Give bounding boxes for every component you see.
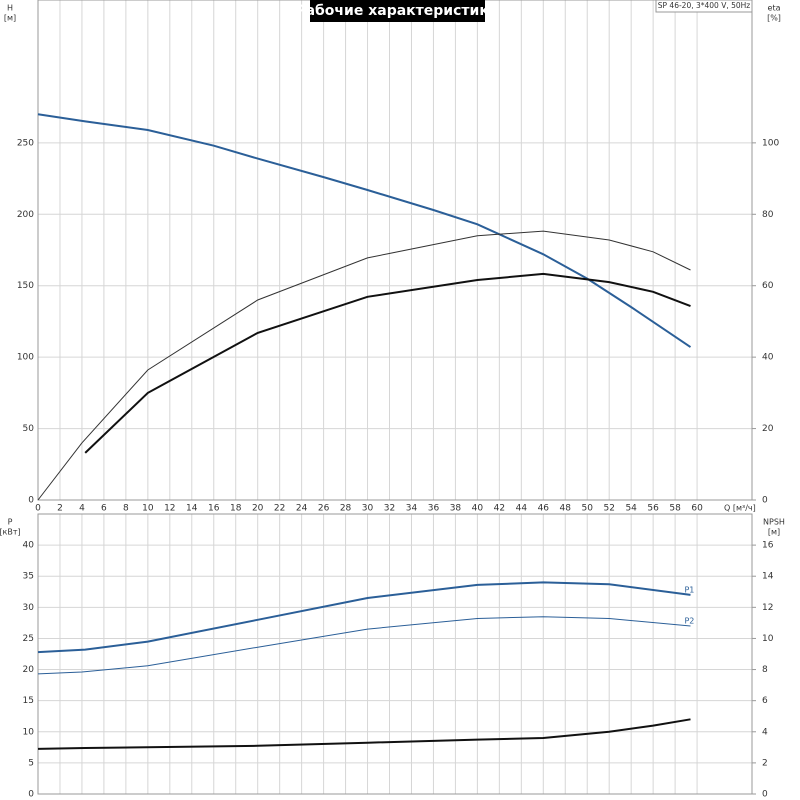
- x-tick-label: 24: [296, 504, 308, 514]
- y-tick-label: 20: [23, 665, 35, 675]
- x-tick-label: 20: [252, 504, 264, 514]
- x-tick-label: 46: [538, 504, 550, 514]
- subtitle: SP 46-20, 3*400 V, 50Hz: [658, 1, 751, 10]
- y-tick-label: 15: [23, 696, 34, 706]
- x-tick-label: 10: [142, 504, 154, 514]
- y2-axis-label: NPSH: [763, 518, 785, 527]
- y2-tick-label: 80: [762, 210, 774, 220]
- x-tick-label: 52: [603, 504, 614, 514]
- x-tick-label: 8: [123, 504, 129, 514]
- y2-tick-label: 4: [762, 727, 768, 737]
- series-label: P1: [684, 585, 694, 594]
- x-tick-label: 0: [35, 504, 41, 514]
- y2-tick-label: 8: [762, 665, 768, 675]
- y2-tick-label: 6: [762, 696, 768, 706]
- x-tick-label: 56: [647, 504, 659, 514]
- x-tick-label: 58: [669, 504, 681, 514]
- y-tick-label: 35: [23, 572, 34, 582]
- y-tick-label: 200: [17, 210, 34, 220]
- y2-axis-unit: [м]: [768, 528, 780, 537]
- x-tick-label: 16: [208, 504, 220, 514]
- y-tick-label: 40: [23, 541, 35, 551]
- x-tick-label: 26: [318, 504, 330, 514]
- y-tick-label: 0: [28, 496, 34, 506]
- x-tick-label: 14: [186, 504, 198, 514]
- y2-tick-label: 12: [762, 603, 773, 613]
- y-tick-label: 0: [28, 790, 34, 800]
- x-tick-label: 48: [560, 504, 572, 514]
- x-tick-label: 40: [472, 504, 484, 514]
- y-tick-label: 5: [28, 758, 34, 768]
- series-line: [37, 718, 691, 750]
- series-line: [37, 230, 691, 501]
- y-axis-unit: [м]: [4, 14, 16, 23]
- y2-tick-label: 2: [762, 758, 768, 768]
- y-tick-label: 100: [17, 353, 34, 363]
- y2-tick-label: 40: [762, 353, 774, 363]
- x-tick-label: 32: [384, 504, 395, 514]
- x-tick-label: 4: [79, 504, 85, 514]
- y-axis-label: H: [7, 4, 13, 13]
- y-axis-label: P: [8, 518, 13, 527]
- y-tick-label: 30: [23, 603, 35, 613]
- y-tick-label: 50: [23, 424, 35, 434]
- y2-tick-label: 20: [762, 424, 774, 434]
- x-axis-label: Q [м³/ч]: [724, 504, 756, 513]
- x-tick-label: 30: [362, 504, 374, 514]
- y2-tick-label: 60: [762, 281, 774, 291]
- x-tick-label: 50: [582, 504, 594, 514]
- plot-frame: [37, 513, 753, 795]
- y-tick-label: 250: [17, 138, 34, 148]
- x-tick-label: 44: [516, 504, 528, 514]
- y2-tick-label: 0: [762, 790, 768, 800]
- y2-tick-label: 100: [762, 138, 779, 148]
- y2-axis-unit: [%]: [767, 14, 781, 23]
- x-tick-label: 2: [57, 504, 63, 514]
- y-axis-unit: [кВт]: [0, 528, 21, 537]
- series-label: P2: [684, 617, 694, 626]
- y2-tick-label: 10: [762, 634, 774, 644]
- x-tick-label: 60: [691, 504, 703, 514]
- series-line: [37, 616, 691, 675]
- x-tick-label: 42: [494, 504, 505, 514]
- x-tick-label: 28: [340, 504, 352, 514]
- y-tick-label: 25: [23, 634, 34, 644]
- series-line: [84, 272, 691, 454]
- x-tick-label: 6: [101, 504, 107, 514]
- x-tick-label: 22: [274, 504, 285, 514]
- x-tick-label: 38: [450, 504, 462, 514]
- x-tick-label: 12: [164, 504, 175, 514]
- y2-axis-label: eta: [768, 4, 781, 13]
- y-tick-label: 150: [17, 281, 34, 291]
- y2-tick-label: 16: [762, 541, 774, 551]
- x-tick-label: 54: [625, 504, 637, 514]
- subtitle-box: [655, 0, 753, 13]
- x-tick-label: 34: [406, 504, 418, 514]
- y2-tick-label: 0: [762, 496, 768, 506]
- y2-tick-label: 14: [762, 572, 774, 582]
- title-box: [310, 0, 485, 22]
- x-tick-label: 18: [230, 504, 242, 514]
- series-line: [37, 113, 692, 348]
- chart-title: Рабочие характеристики: [295, 3, 498, 19]
- series-line: [37, 581, 691, 654]
- plot-frame: [37, 0, 753, 501]
- y-tick-label: 10: [23, 727, 35, 737]
- x-tick-label: 36: [428, 504, 440, 514]
